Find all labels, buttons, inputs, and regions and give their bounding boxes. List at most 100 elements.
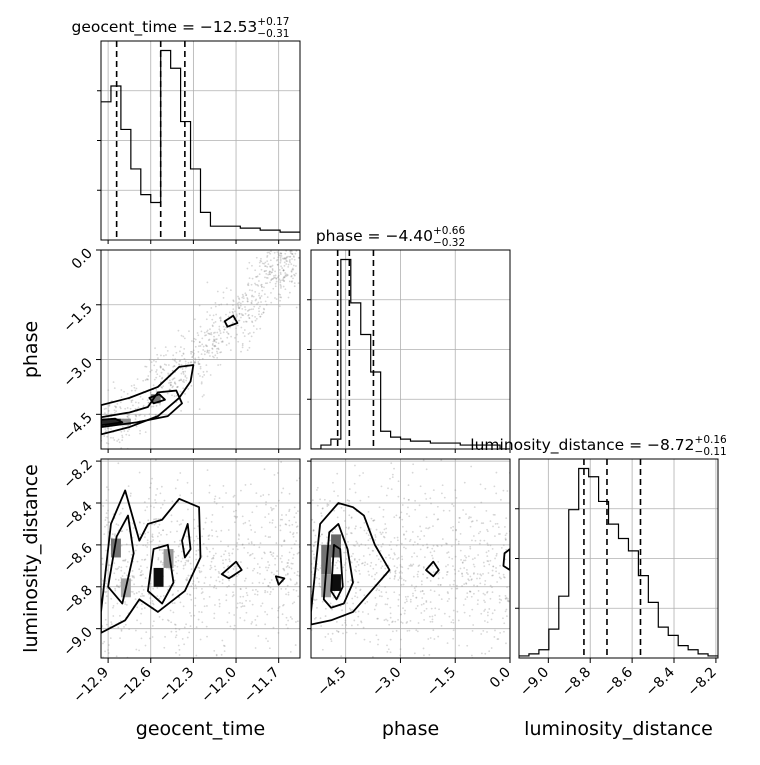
scatter-point — [248, 542, 250, 545]
scatter-point — [170, 381, 173, 384]
scatter-point — [258, 261, 261, 264]
scatter-point — [159, 366, 162, 369]
scatter-point — [482, 561, 485, 564]
scatter-point — [354, 491, 357, 494]
scatter-point — [214, 565, 216, 568]
scatter-point — [254, 282, 256, 285]
scatter-point — [267, 493, 270, 496]
scatter-point — [154, 522, 157, 525]
scatter-point — [452, 505, 455, 507]
scatter-point — [212, 340, 215, 343]
scatter-point — [415, 629, 418, 632]
scatter-point — [246, 310, 249, 312]
scatter-point — [416, 573, 419, 576]
scatter-point — [183, 626, 186, 629]
scatter-point — [486, 631, 488, 633]
scatter-point — [283, 242, 285, 244]
scatter-point — [457, 542, 460, 545]
scatter-point — [175, 351, 178, 354]
scatter-point — [302, 288, 304, 290]
scatter-point — [414, 499, 417, 502]
scatter-point — [487, 572, 490, 574]
scatter-point — [205, 334, 208, 337]
scatter-point — [153, 506, 155, 509]
scatter-point — [469, 525, 472, 528]
scatter-point — [232, 308, 235, 311]
scatter-point — [252, 325, 255, 327]
contour-line — [148, 393, 166, 405]
scatter-point — [172, 377, 175, 380]
density-block — [153, 567, 164, 587]
scatter-point — [297, 282, 300, 285]
scatter-point — [290, 579, 292, 581]
scatter-point — [213, 335, 215, 338]
scatter-point — [137, 402, 140, 404]
y-tick-label-luminosity_distance: −8.2 — [60, 457, 95, 492]
scatter-point — [486, 542, 489, 545]
scatter-point — [284, 574, 287, 576]
scatter-point — [291, 617, 293, 620]
scatter-point — [227, 529, 230, 531]
scatter-point — [416, 630, 419, 633]
scatter-point — [288, 291, 291, 294]
scatter-point — [102, 505, 105, 507]
scatter-point — [426, 576, 429, 579]
scatter-point — [421, 590, 424, 592]
scatter-point — [200, 353, 203, 356]
scatter-point — [190, 585, 193, 588]
scatter-point — [125, 433, 128, 436]
scatter-point — [133, 583, 136, 586]
scatter-point — [295, 581, 298, 584]
scatter-point — [264, 276, 266, 279]
contour-line — [311, 502, 391, 626]
scatter-point — [274, 285, 277, 288]
scatter-point — [311, 550, 314, 553]
scatter-point — [400, 542, 403, 545]
scatter-point — [319, 498, 322, 501]
scatter-point — [190, 352, 193, 355]
scatter-point — [263, 286, 265, 289]
scatter-point — [463, 481, 466, 484]
scatter-point — [253, 305, 256, 308]
scatter-point — [358, 558, 361, 561]
scatter-point — [389, 612, 392, 615]
scatter-point — [279, 256, 282, 259]
scatter-point — [466, 569, 468, 571]
scatter-point — [295, 526, 298, 528]
scatter-point — [143, 501, 146, 503]
scatter-point — [113, 572, 116, 575]
y-axis-label-luminosity_distance: luminosity_distance — [20, 464, 42, 653]
scatter-point — [178, 360, 181, 363]
scatter-point — [236, 515, 239, 518]
scatter-point — [264, 589, 267, 592]
scatter-point — [113, 411, 116, 414]
scatter-point — [151, 523, 153, 526]
scatter-point — [129, 495, 132, 497]
scatter-point — [159, 365, 162, 368]
scatter-point — [186, 593, 189, 595]
scatter-point — [195, 535, 198, 538]
scatter-point — [103, 408, 106, 410]
scatter-point — [110, 428, 112, 430]
scatter-point — [289, 247, 291, 249]
scatter-point — [373, 578, 376, 581]
scatter-point — [195, 549, 198, 552]
scatter-point — [419, 525, 422, 528]
scatter-point — [103, 640, 106, 643]
scatter-point — [315, 616, 317, 619]
scatter-point — [156, 586, 159, 589]
title-median: geocent_time = −12.53 — [72, 18, 258, 37]
scatter-point — [122, 559, 124, 562]
scatter-point — [159, 595, 162, 598]
scatter-point — [211, 514, 214, 516]
scatter-point — [409, 619, 412, 622]
scatter-point — [399, 613, 402, 616]
scatter-point — [139, 571, 142, 574]
scatter-point — [280, 252, 283, 255]
scatter-point — [248, 317, 251, 320]
scatter-point — [432, 629, 435, 632]
scatter-point — [115, 406, 117, 409]
scatter-point — [219, 337, 222, 340]
scatter-point — [378, 595, 381, 597]
